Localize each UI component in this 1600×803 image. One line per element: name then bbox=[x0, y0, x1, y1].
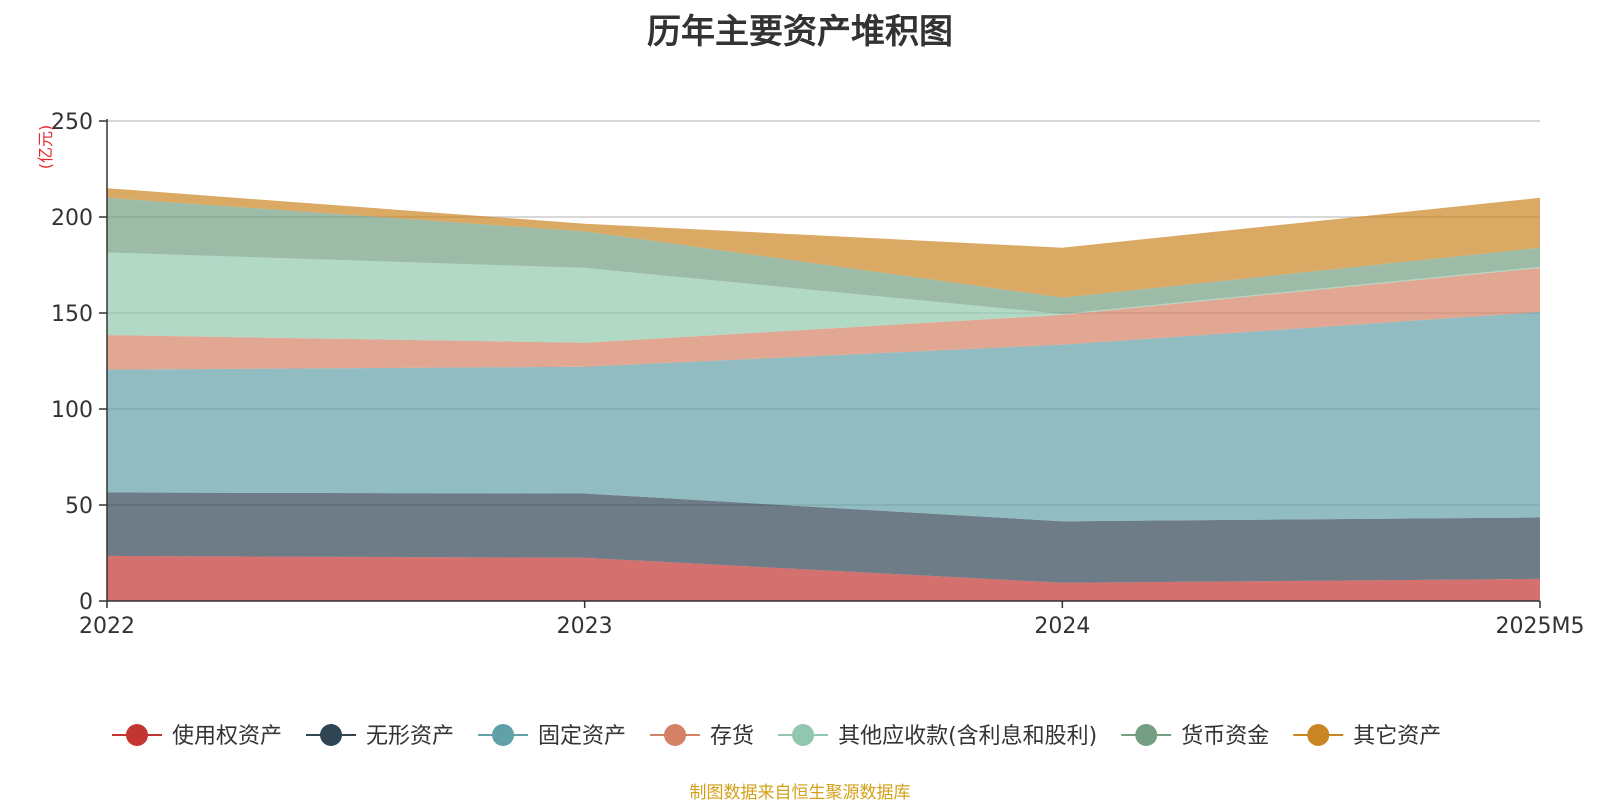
legend-marker bbox=[1307, 724, 1330, 746]
series-area-0[interactable] bbox=[107, 555, 1540, 601]
legend-label: 存货 bbox=[710, 724, 754, 749]
series-area-4[interactable] bbox=[107, 252, 1540, 343]
legend-marker bbox=[126, 724, 148, 746]
series-area-2[interactable] bbox=[107, 312, 1540, 522]
y-tick-label: 150 bbox=[51, 302, 93, 327]
series-area-1[interactable] bbox=[107, 492, 1540, 583]
source-note: 制图数据来自恒生聚源数据库 bbox=[689, 783, 911, 803]
legend-label: 使用权资产 bbox=[172, 724, 282, 749]
series-areas bbox=[107, 188, 1540, 601]
legend-label: 无形资产 bbox=[366, 724, 454, 749]
legend-label: 其他应收款(含利息和股利) bbox=[838, 724, 1097, 749]
x-tick-label: 2024 bbox=[1034, 614, 1090, 639]
y-tick-label: 50 bbox=[65, 494, 93, 519]
y-unit-label: (亿元) bbox=[36, 125, 55, 170]
legend-label: 固定资产 bbox=[538, 724, 626, 749]
x-tick-label: 2025M5 bbox=[1496, 614, 1585, 639]
legend-item[interactable]: 其它资产 bbox=[1293, 724, 1441, 749]
legend-marker bbox=[320, 724, 343, 746]
legend-item[interactable]: 固定资产 bbox=[478, 724, 626, 749]
x-tick-label: 2022 bbox=[79, 614, 135, 639]
legend-label: 其它资产 bbox=[1353, 724, 1441, 749]
legend-marker bbox=[492, 724, 515, 746]
chart-title: 历年主要资产堆积图 bbox=[647, 12, 953, 52]
legend-item[interactable]: 使用权资产 bbox=[112, 724, 282, 749]
legend-item[interactable]: 无形资产 bbox=[306, 724, 454, 749]
legend-marker bbox=[664, 724, 687, 746]
legend-marker bbox=[1135, 724, 1158, 746]
series-area-3[interactable] bbox=[107, 267, 1540, 370]
y-tick-label: 100 bbox=[51, 398, 93, 423]
y-tick-label: 0 bbox=[79, 590, 93, 615]
y-tick-label: 250 bbox=[51, 110, 93, 135]
legend-marker bbox=[792, 724, 815, 746]
y-tick-label: 200 bbox=[51, 206, 93, 231]
series-area-5[interactable] bbox=[107, 197, 1540, 314]
legend: 使用权资产 无形资产 固定资产 存货 其他应收款(含利息和股利) 货币资金 其它资产 bbox=[112, 724, 1441, 749]
series-area-6[interactable] bbox=[107, 188, 1540, 298]
x-tick-label: 2023 bbox=[557, 614, 613, 639]
legend-item[interactable]: 存货 bbox=[650, 724, 754, 749]
legend-label: 货币资金 bbox=[1181, 724, 1269, 749]
legend-item[interactable]: 其他应收款(含利息和股利) bbox=[778, 724, 1097, 749]
legend-item[interactable]: 货币资金 bbox=[1121, 724, 1269, 749]
